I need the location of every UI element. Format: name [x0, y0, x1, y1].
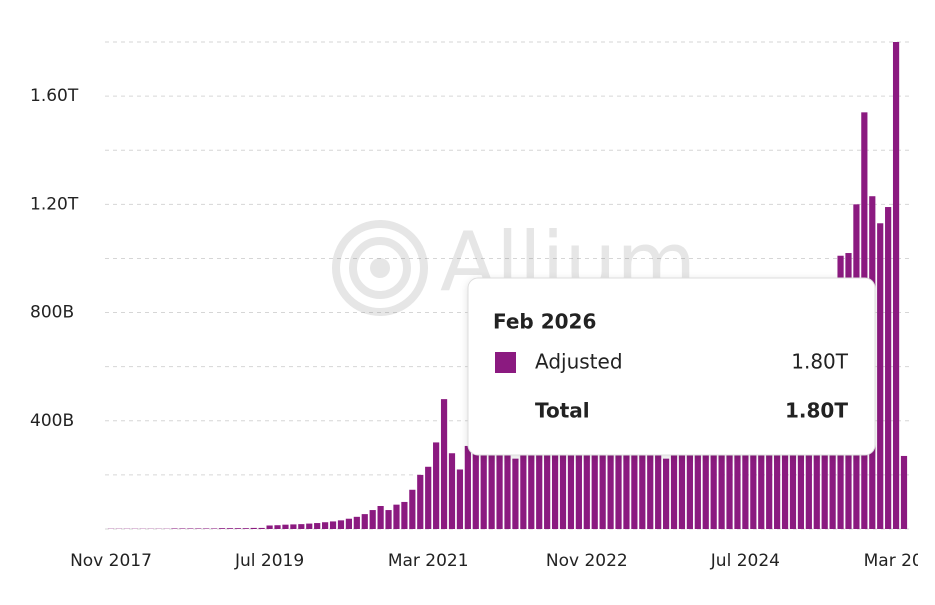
bar	[187, 528, 194, 529]
bar	[734, 391, 741, 529]
bar	[647, 418, 654, 529]
bar	[607, 424, 614, 529]
bar	[623, 420, 630, 529]
bar	[242, 528, 249, 529]
tooltip: Feb 2026 Adjusted 1.80T Total 1.80T	[467, 277, 876, 456]
bar	[433, 442, 440, 529]
bar	[464, 445, 471, 529]
bar	[615, 423, 622, 529]
tooltip-total-label: Total	[535, 399, 590, 423]
bar	[385, 510, 392, 529]
bar	[551, 432, 559, 529]
bar	[306, 523, 313, 529]
bar	[195, 528, 202, 529]
bar	[900, 455, 908, 529]
bar	[742, 388, 749, 529]
bar	[885, 207, 892, 530]
bar	[670, 416, 678, 529]
y-tick-label: 400B	[30, 411, 74, 431]
bar	[322, 522, 329, 529]
bar	[298, 524, 305, 529]
bar	[686, 409, 693, 529]
bar	[678, 412, 686, 529]
y-tick-label: 1.60T	[30, 86, 79, 106]
bar	[536, 434, 543, 529]
bar	[337, 520, 345, 529]
bar	[274, 525, 281, 529]
bar	[218, 528, 226, 529]
bar	[266, 525, 273, 529]
x-tick-label: Nov 2017	[70, 551, 152, 571]
bar	[710, 401, 717, 529]
bar	[448, 453, 456, 529]
bar	[892, 42, 900, 529]
bar	[655, 415, 662, 529]
bar	[544, 435, 551, 529]
bar	[361, 514, 368, 529]
bar	[290, 524, 297, 529]
bar	[480, 445, 487, 529]
x-tick-label: Nov 2022	[546, 551, 628, 571]
bar	[575, 430, 582, 529]
bar	[171, 528, 178, 529]
tooltip-series: Adjusted	[535, 350, 623, 374]
bar	[488, 442, 495, 529]
bar	[440, 399, 448, 529]
bar	[226, 528, 234, 529]
x-tick-label: Mar 2021	[388, 551, 469, 571]
bar	[425, 466, 432, 529]
bar	[663, 458, 670, 529]
bar	[496, 439, 503, 529]
tooltip-total-value: 1.80T	[785, 399, 848, 423]
bar	[377, 506, 384, 529]
bar	[203, 528, 210, 529]
bar	[345, 518, 352, 529]
y-tick-label: 1.20T	[30, 194, 79, 214]
bar	[179, 528, 186, 529]
bar	[528, 437, 535, 529]
bar	[512, 458, 519, 529]
bar	[314, 523, 321, 529]
bar	[559, 431, 567, 529]
bar	[282, 524, 289, 529]
bar	[393, 504, 400, 529]
bar	[520, 439, 527, 529]
bar	[599, 427, 606, 529]
tooltip-swatch	[495, 352, 516, 373]
x-tick-label: Mar 2026	[864, 551, 935, 571]
bar	[409, 489, 416, 529]
bar	[726, 393, 733, 529]
bar	[750, 382, 757, 529]
bar	[258, 527, 265, 529]
bar	[369, 510, 376, 529]
bar	[504, 437, 511, 529]
bar	[353, 516, 360, 529]
tooltip-value: 1.80T	[791, 350, 849, 374]
bar	[631, 422, 638, 529]
bar	[417, 474, 424, 529]
bar	[718, 399, 725, 529]
bar	[702, 404, 709, 529]
bar	[639, 419, 646, 529]
bar	[591, 426, 598, 529]
bar	[329, 521, 337, 529]
bar	[877, 223, 884, 529]
bar	[456, 469, 464, 529]
bar	[250, 527, 257, 529]
tooltip-box	[467, 277, 876, 456]
tooltip-title: Feb 2026	[493, 310, 596, 334]
bar	[567, 434, 575, 529]
x-tick-label: Jul 2024	[710, 551, 780, 571]
bar	[472, 447, 479, 529]
bar	[583, 428, 590, 529]
x-tick-label: Jul 2019	[234, 551, 304, 571]
bar	[234, 528, 241, 529]
bar	[694, 407, 701, 529]
bar	[401, 501, 408, 529]
bar	[210, 528, 218, 529]
y-tick-label: 800B	[30, 303, 74, 323]
